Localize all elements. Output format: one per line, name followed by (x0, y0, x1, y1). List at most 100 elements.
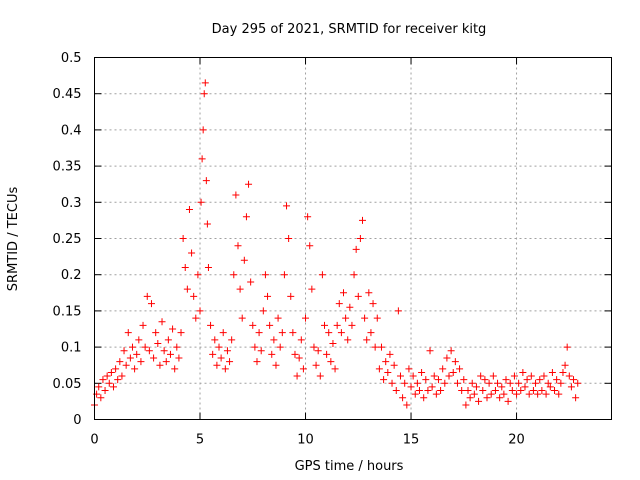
data-point-marker (116, 358, 124, 366)
data-point-marker (453, 379, 461, 387)
data-point-marker (124, 329, 132, 337)
data-point-marker (120, 347, 128, 355)
data-point-marker (228, 336, 236, 344)
data-point-marker (299, 365, 307, 373)
data-point-marker (403, 401, 411, 409)
data-point-marker (426, 347, 434, 355)
data-point-marker (143, 292, 151, 300)
data-point-marker (287, 292, 295, 300)
data-point-marker (405, 365, 413, 373)
data-point-marker (323, 350, 331, 358)
data-point-marker (141, 343, 149, 351)
data-point-marker (542, 390, 550, 398)
x-axis-ticks: 0 5 10 15 20 (90, 57, 525, 448)
data-point-marker (156, 361, 164, 369)
data-point-marker (479, 387, 487, 395)
data-point-marker (255, 329, 263, 337)
y-axis-label: SRMTID / TECUs (6, 187, 21, 292)
data-point-marker (567, 383, 575, 391)
data-point-marker (551, 387, 559, 395)
data-point-marker (361, 314, 369, 322)
data-point-marker (510, 372, 518, 380)
data-point-marker (312, 361, 320, 369)
data-point-marker (114, 376, 122, 384)
data-point-marker (340, 289, 348, 297)
data-point-marker (145, 347, 153, 355)
data-point-marker (234, 242, 242, 250)
data-point-marker (363, 336, 371, 344)
data-point-marker (354, 292, 362, 300)
data-point-marker (226, 358, 234, 366)
data-point-marker (540, 372, 548, 380)
x-tick-label: 5 (196, 433, 204, 448)
data-point-marker (196, 307, 204, 315)
data-point-marker (259, 307, 267, 315)
data-point-marker (209, 350, 217, 358)
data-point-marker (261, 271, 269, 279)
data-point-marker (128, 343, 136, 351)
data-point-marker (257, 347, 265, 355)
data-point-marker (519, 368, 527, 376)
data-point-marker (439, 365, 447, 373)
data-point-marker (217, 354, 225, 362)
data-point-marker (173, 343, 181, 351)
data-point-marker (240, 256, 248, 264)
data-point-marker (304, 213, 312, 221)
data-point-marker (352, 245, 360, 253)
data-point-marker (99, 376, 107, 384)
data-point-marker (289, 329, 297, 337)
data-point-marker (101, 387, 109, 395)
data-point-marker (201, 79, 209, 87)
data-point-marker (464, 387, 472, 395)
data-point-marker (270, 336, 278, 344)
data-point-marker (169, 325, 177, 333)
data-point-marker (350, 271, 358, 279)
data-point-marker (278, 329, 286, 337)
data-point-marker (472, 383, 480, 391)
data-point-marker (344, 336, 352, 344)
data-point-marker (211, 336, 219, 344)
data-point-marker (390, 361, 398, 369)
data-point-marker (422, 376, 430, 384)
data-points (91, 79, 582, 409)
data-point-marker (517, 387, 525, 395)
data-point-marker (192, 314, 200, 322)
data-point-marker (185, 206, 193, 214)
data-point-marker (559, 368, 567, 376)
data-point-marker (508, 387, 516, 395)
data-point-marker (546, 383, 554, 391)
data-point-marker (164, 336, 172, 344)
data-point-marker (154, 339, 162, 347)
data-point-marker (487, 390, 495, 398)
data-point-marker (103, 372, 111, 380)
data-point-marker (272, 361, 280, 369)
data-point-marker (329, 339, 337, 347)
data-point-marker (483, 394, 491, 402)
data-point-marker (166, 350, 174, 358)
y-tick-label: 0.05 (53, 377, 82, 392)
data-point-marker (500, 390, 508, 398)
data-point-marker (160, 347, 168, 355)
data-point-marker (223, 347, 231, 355)
data-point-marker (437, 387, 445, 395)
data-point-marker (118, 372, 126, 380)
data-point-marker (325, 329, 333, 337)
y-tick-label: 0.35 (53, 160, 82, 175)
data-point-marker (445, 372, 453, 380)
data-point-marker (534, 390, 542, 398)
data-point-marker (468, 379, 476, 387)
data-point-marker (105, 379, 113, 387)
data-point-marker (274, 314, 282, 322)
data-point-marker (382, 358, 390, 366)
data-point-marker (424, 387, 432, 395)
data-point-marker (481, 376, 489, 384)
data-point-marker (331, 365, 339, 373)
data-point-marker (190, 292, 198, 300)
y-tick-label: 0.15 (53, 304, 82, 319)
data-point-marker (356, 235, 364, 242)
data-point-marker (135, 336, 143, 344)
data-point-marker (548, 368, 556, 376)
data-point-marker (199, 126, 207, 134)
data-point-marker (555, 390, 563, 398)
data-point-marker (348, 321, 356, 329)
